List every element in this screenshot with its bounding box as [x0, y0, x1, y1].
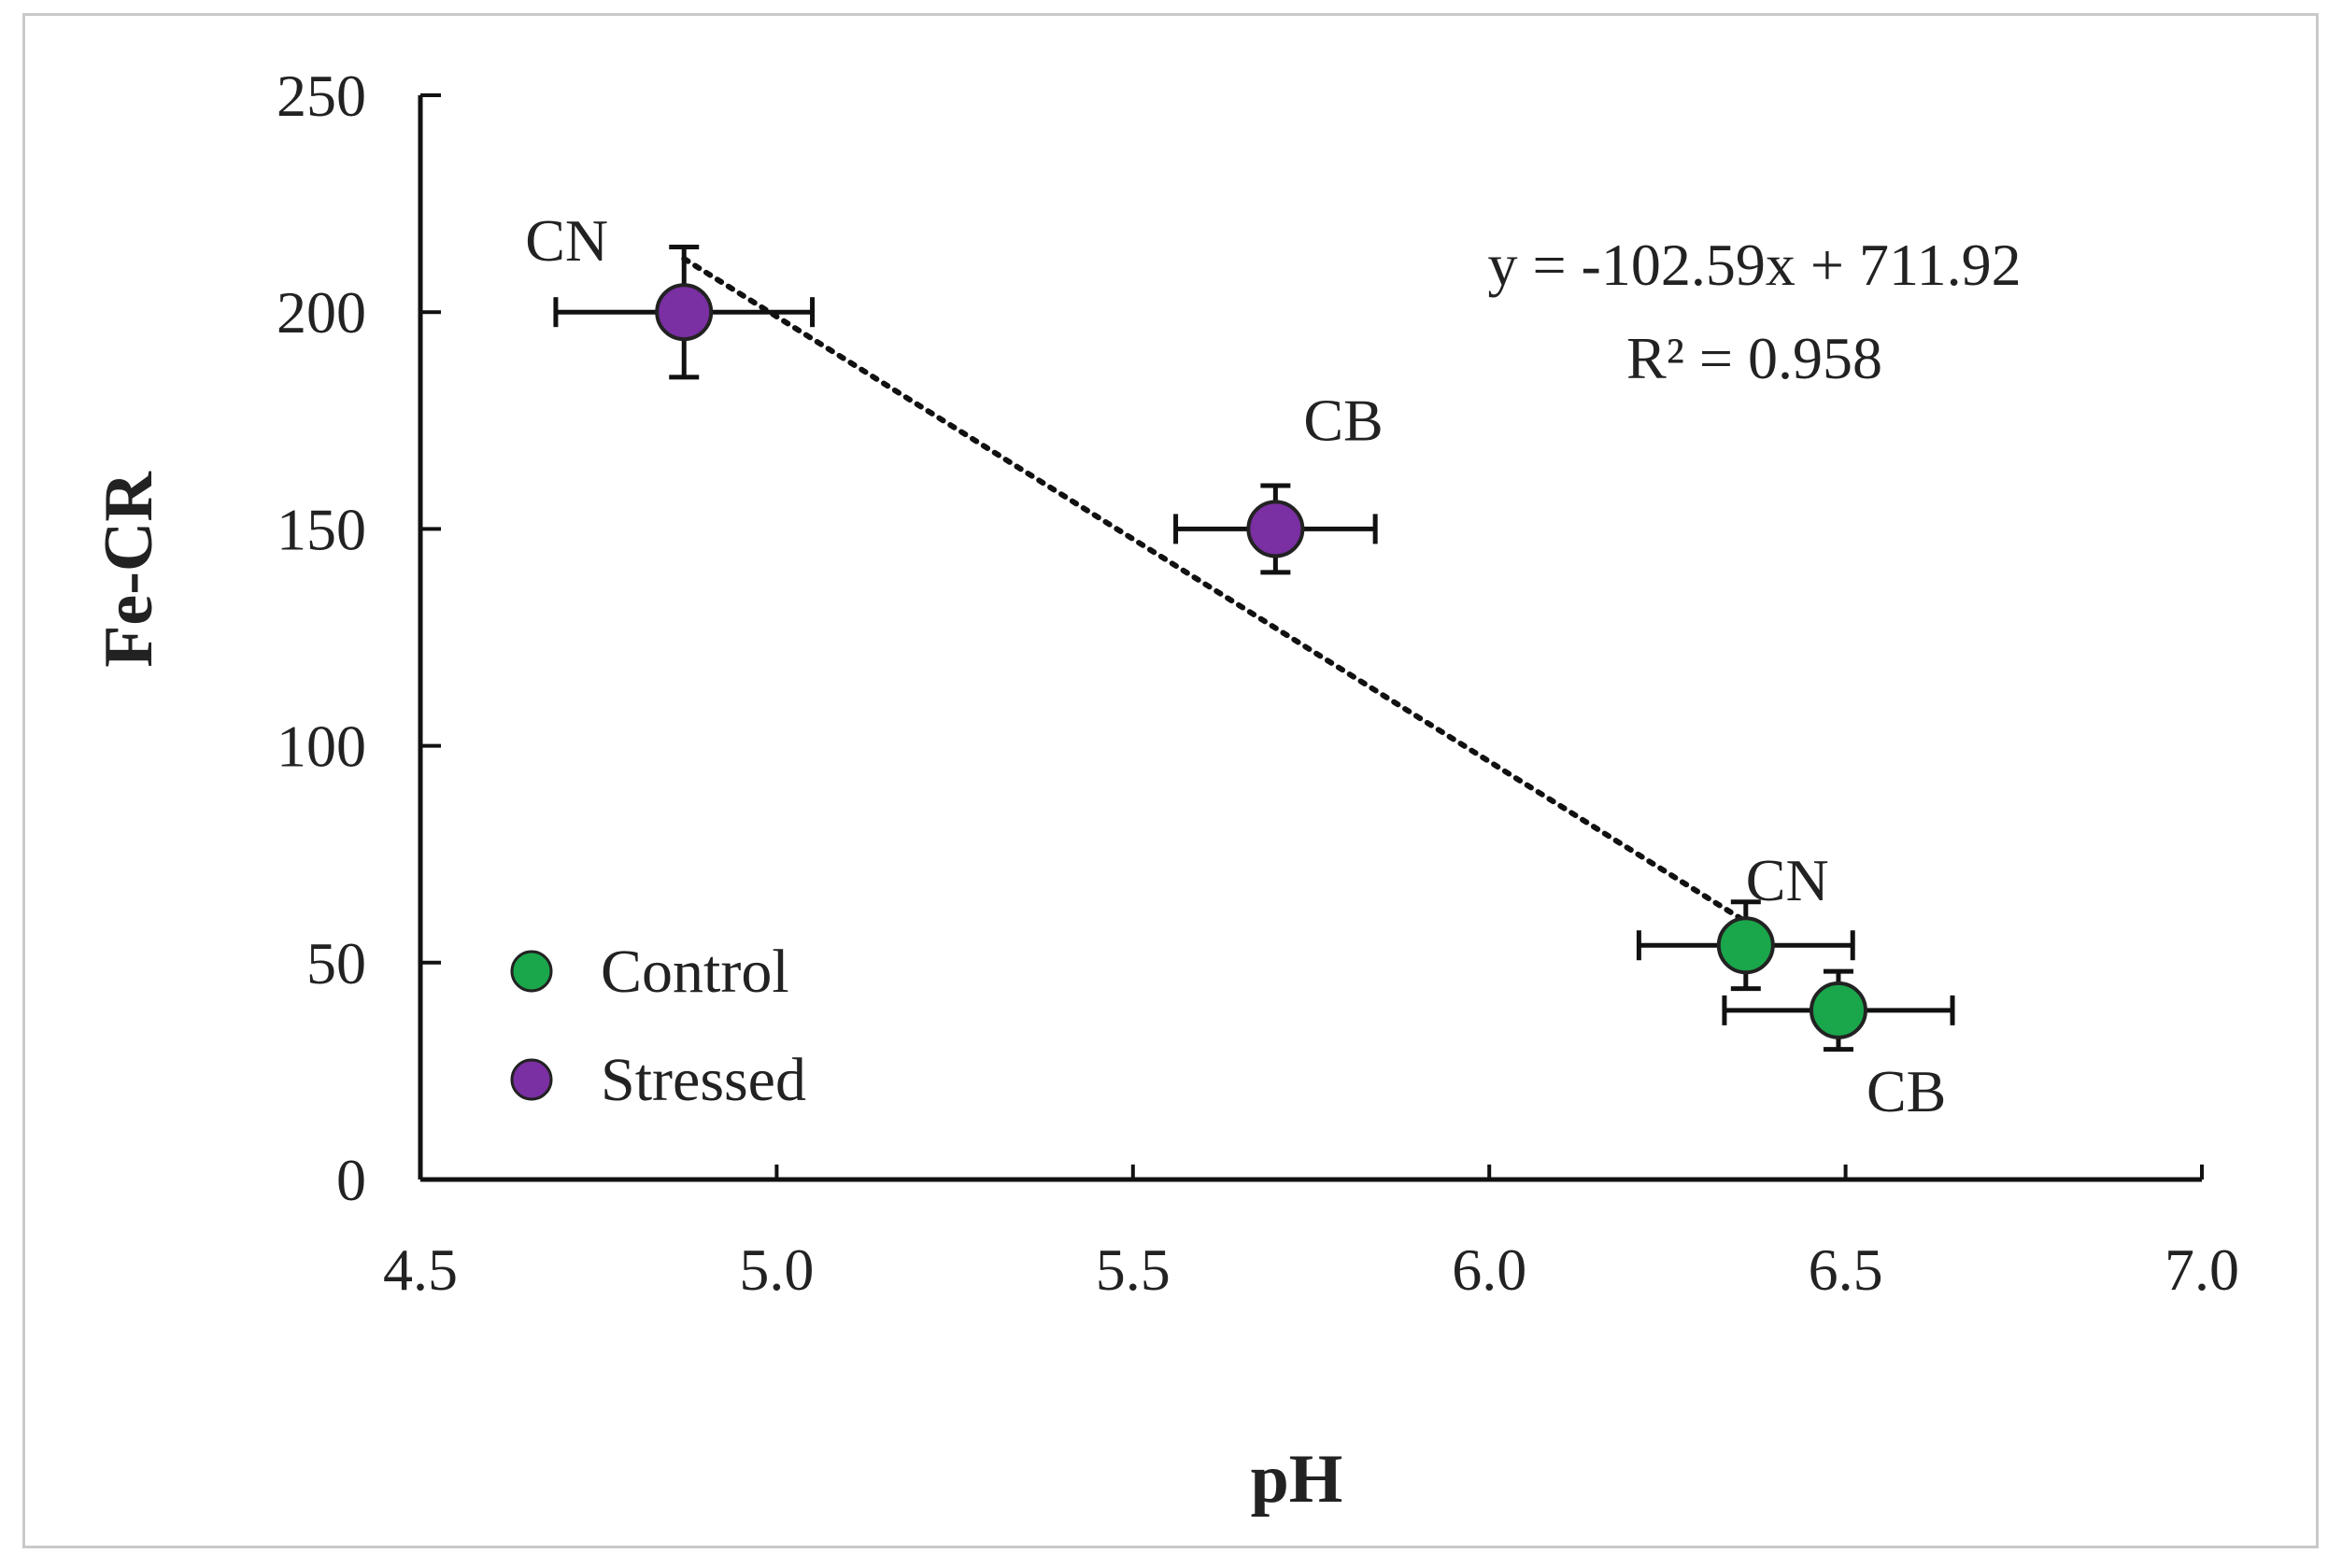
y-tick-label: 100 — [277, 713, 366, 780]
trendline-equation: y = -102.59x + 711.92 — [1487, 232, 2021, 298]
x-tick-label: 6.5 — [1809, 1236, 1883, 1303]
data-point-stressed-cn — [655, 283, 714, 342]
y-tick-label: 0 — [336, 1147, 366, 1213]
x-tick-label: 4.5 — [383, 1236, 458, 1303]
y-tick-label: 250 — [277, 63, 366, 129]
x-tick-label: 7.0 — [2165, 1236, 2239, 1303]
x-axis-title: pH — [1251, 1441, 1343, 1518]
legend: Control Stressed — [510, 938, 806, 1114]
data-point-stressed-cb — [1246, 500, 1305, 558]
point-label-stressed-cn: CN — [525, 207, 608, 274]
data-points: CN CB CN CB — [525, 207, 1955, 1124]
point-label-control-cb: CB — [1867, 1058, 1946, 1124]
point-label-stressed-cb: CB — [1303, 387, 1383, 453]
legend-marker-stressed — [510, 1058, 553, 1101]
legend-label-stressed: Stressed — [601, 1046, 806, 1114]
trendline-r-squared: R² = 0.958 — [1626, 325, 1882, 391]
tick-labels: 4.5 5.0 5.5 6.0 6.5 7.0 0 50 100 150 200 250 — [277, 63, 2239, 1303]
x-tick-label: 5.0 — [739, 1236, 814, 1303]
legend-label-control: Control — [601, 938, 789, 1006]
data-point-control-cn — [1716, 916, 1775, 975]
y-tick-label: 50 — [306, 930, 366, 996]
x-tick-label: 5.5 — [1096, 1236, 1171, 1303]
y-axis-title: Fe-CR — [91, 471, 167, 668]
y-tick-label: 200 — [277, 279, 366, 346]
chart-frame — [22, 13, 2319, 1548]
x-tick-label: 6.0 — [1452, 1236, 1526, 1303]
point-label-control-cn: CN — [1746, 847, 1829, 913]
trendline-line — [681, 256, 1749, 925]
y-tick-label: 150 — [277, 496, 366, 562]
trendline — [681, 256, 1749, 925]
legend-marker-control — [510, 950, 553, 993]
axes — [418, 93, 2204, 1182]
data-point-control-cb — [1809, 981, 1867, 1039]
